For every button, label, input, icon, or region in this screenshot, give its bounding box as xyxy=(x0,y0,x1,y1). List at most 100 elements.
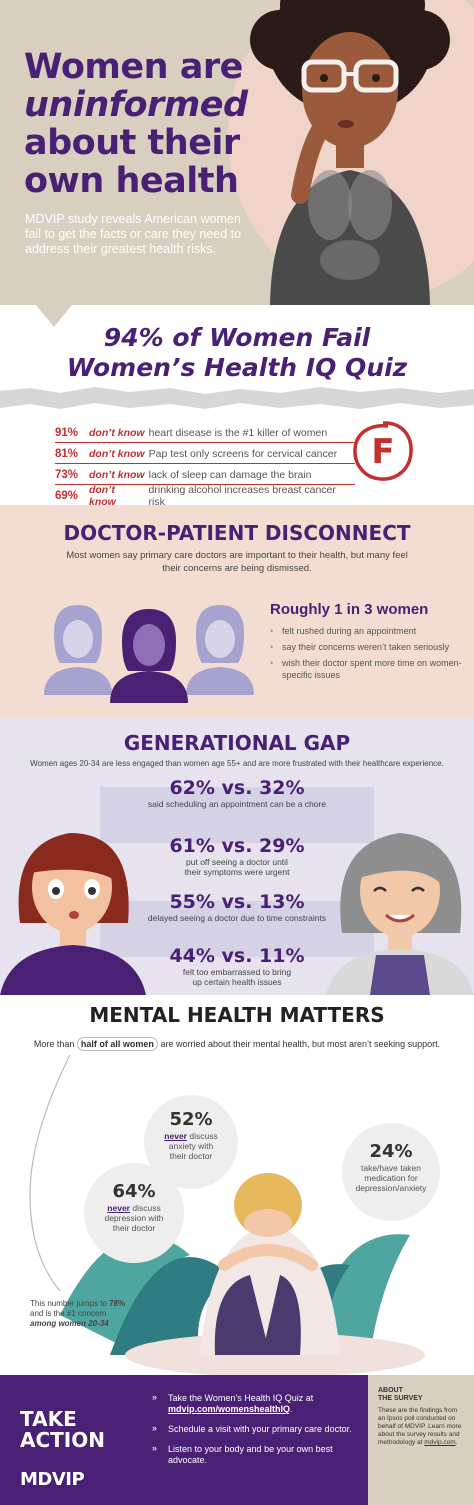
gen-stat-value: 44% vs. 11% xyxy=(169,945,305,967)
hero-title-line-4: own health xyxy=(24,161,239,201)
doctor-section: DOCTOR-PATIENT DISCONNECT Most women say… xyxy=(0,505,474,717)
action-item: Schedule a visit with your primary care … xyxy=(152,1423,357,1435)
quiz-row: 91% don’t know heart disease is the #1 k… xyxy=(55,423,355,443)
action-item: Listen to your body and be your own best… xyxy=(152,1443,357,1466)
mental-intro-pre: More than xyxy=(33,1039,77,1049)
action-item: Take the Women’s Health IQ Quiz at mdvip… xyxy=(152,1392,357,1415)
bubble-never: never xyxy=(107,1203,130,1213)
grade-f-icon: F xyxy=(353,421,413,481)
gen-title: GENERATIONAL GAP xyxy=(123,731,351,755)
quiz-row-dont-know: don’t know xyxy=(89,468,145,481)
bubble-label: discuss depression with their doctor xyxy=(104,1203,164,1233)
list-item: wish their doctor spent more time on wom… xyxy=(270,657,470,681)
quiz-row: 81% don’t know Pap test only screens for… xyxy=(55,444,355,464)
quiz-row-text: lack of sleep can damage the brain xyxy=(148,468,312,481)
hero-title: Women are uninformed about their own hea… xyxy=(24,48,274,200)
mental-intro-post: are worried about their mental health, b… xyxy=(157,1039,441,1049)
quiz-title: 94% of Women Fail Women’s Health IQ Quiz xyxy=(0,315,474,383)
quiz-row-dont-know: don’t know xyxy=(89,447,145,460)
about-text: These are the findings from an Ipsos pol… xyxy=(378,1407,462,1446)
about-survey-box: ABOUT THE SURVEY These are the findings f… xyxy=(368,1375,474,1505)
quiz-row-text: Pap test only screens for cervical cance… xyxy=(148,447,338,460)
hero-subtitle: MDVIP study reveals American women fail … xyxy=(25,212,242,256)
quiz-title-line-1: 94% of Women Fail xyxy=(103,323,371,352)
about-title-1: ABOUT xyxy=(378,1387,403,1394)
quiz-row-percent: 69% xyxy=(55,489,79,502)
quiz-row-text: drinking alcohol increases breast cancer… xyxy=(148,483,336,506)
take-action-footer: TAKE ACTION MDVIP Take the Women’s Healt… xyxy=(0,1375,474,1505)
note-bold-2: among women 20-34 xyxy=(30,1319,109,1328)
mental-title: MENTAL HEALTH MATTERS xyxy=(89,1003,385,1027)
quiz-title-line-2: Women’s Health IQ Quiz xyxy=(66,353,408,382)
hero-title-line-1: Women are xyxy=(24,47,243,87)
bubble-value: 52% xyxy=(169,1109,213,1130)
bubble-value: 24% xyxy=(369,1141,413,1162)
about-link[interactable]: mdvip.com xyxy=(424,1439,456,1446)
torn-paper-divider xyxy=(0,387,474,409)
quiz-row: 73% don’t know lack of sleep can damage … xyxy=(55,465,355,485)
gen-stat: 55% vs. 13% delayed seeing a doctor due … xyxy=(120,891,354,923)
doctor-headline: Roughly 1 in 3 women xyxy=(270,601,429,618)
bubble-label: take/have taken medication for depressio… xyxy=(355,1163,427,1193)
list-item: say their concerns weren’t taken serious… xyxy=(270,641,470,653)
action-label: ACTION xyxy=(20,1428,105,1452)
quiz-row: 69% don’t know drinking alcohol increase… xyxy=(55,483,355,506)
hero-title-line-2: uninformed xyxy=(24,85,248,125)
doctor-bullet-list: felt rushed during an appointment say th… xyxy=(270,625,470,685)
quiz-row-percent: 81% xyxy=(55,447,79,460)
hero-section: Women are uninformed about their own hea… xyxy=(0,0,474,305)
about-end: . xyxy=(455,1439,458,1446)
gen-stat-label: felt too embarrassed to bring up certain… xyxy=(182,967,292,987)
woman-thinking-illustration xyxy=(250,0,450,305)
take-label: TAKE xyxy=(20,1407,77,1431)
mental-note: This number jumps to 78% and is the #1 c… xyxy=(30,1299,126,1329)
quiz-row-dont-know: don’t know xyxy=(88,483,116,506)
action-1-end: . xyxy=(290,1404,293,1414)
quiz-row-dont-know: don’t know xyxy=(89,426,145,439)
gen-stat-label: said scheduling an appointment can be a … xyxy=(147,799,327,809)
doctor-title: DOCTOR-PATIENT DISCONNECT xyxy=(63,521,411,545)
stat-bubble: 64% never discuss depression with their … xyxy=(84,1163,184,1263)
gen-stat-value: 61% vs. 29% xyxy=(169,835,305,857)
bubble-value: 64% xyxy=(112,1181,156,1202)
mental-health-section: MENTAL HEALTH MATTERS More than half of … xyxy=(0,995,474,1375)
stat-band xyxy=(100,787,374,843)
generational-section: GENERATIONAL GAP Women ages 20-34 are le… xyxy=(0,717,474,995)
take-action-heading: TAKE ACTION xyxy=(20,1409,105,1451)
note-pre: This number jumps to xyxy=(30,1299,110,1308)
gen-stat: 62% vs. 32% said scheduling an appointme… xyxy=(120,777,354,809)
doctor-intro: Most women say primary care doctors are … xyxy=(66,550,408,574)
speech-notch xyxy=(36,305,72,327)
bubble-never: never xyxy=(164,1131,187,1141)
gen-intro: Women ages 20-34 are less engaged than w… xyxy=(30,759,444,768)
note-mid: and is the #1 concern xyxy=(30,1309,107,1318)
young-woman-illustration xyxy=(0,833,146,995)
older-woman-illustration xyxy=(326,833,474,995)
gen-stat-label: delayed seeing a doctor due to time cons… xyxy=(147,913,327,923)
list-item: felt rushed during an appointment xyxy=(270,625,470,637)
quiz-row-text: heart disease is the #1 killer of women xyxy=(148,426,328,439)
stat-band xyxy=(100,901,374,957)
mental-intro-highlight: half of all women xyxy=(76,1037,158,1051)
quiz-section: 94% of Women Fail Women’s Health IQ Quiz… xyxy=(0,305,474,505)
action-list: Take the Women’s Health IQ Quiz at mdvip… xyxy=(152,1392,357,1475)
about-title-2: THE SURVEY xyxy=(378,1395,423,1402)
mdvip-logo: MDVIP xyxy=(20,1469,85,1490)
action-1-text: Take the Women’s Health IQ Quiz at xyxy=(168,1393,314,1403)
hero-title-line-3: about their xyxy=(24,123,240,163)
sad-woman-illustration xyxy=(29,1055,425,1375)
grade-letter: F xyxy=(371,432,394,472)
bubble-label: discuss anxiety with their doctor xyxy=(168,1131,218,1161)
quiz-row-percent: 73% xyxy=(55,468,79,481)
quiz-link[interactable]: mdvip.com/womenshealthIQ xyxy=(168,1404,291,1414)
three-women-icon xyxy=(44,605,254,703)
gen-stat-value: 62% vs. 32% xyxy=(169,777,305,799)
mental-intro: More than half of all women are worried … xyxy=(10,1037,464,1051)
stat-bubble: 24% take/have taken medication for depre… xyxy=(342,1123,440,1221)
gen-stat-label: put off seeing a doctor until their symp… xyxy=(184,857,290,877)
gen-stat: 44% vs. 11% felt too embarrassed to brin… xyxy=(120,945,354,987)
quiz-row-percent: 91% xyxy=(55,426,79,439)
gen-stat: 61% vs. 29% put off seeing a doctor unti… xyxy=(120,835,354,877)
gen-stat-value: 55% vs. 13% xyxy=(169,891,305,913)
note-bold-1: 78% xyxy=(109,1299,126,1308)
